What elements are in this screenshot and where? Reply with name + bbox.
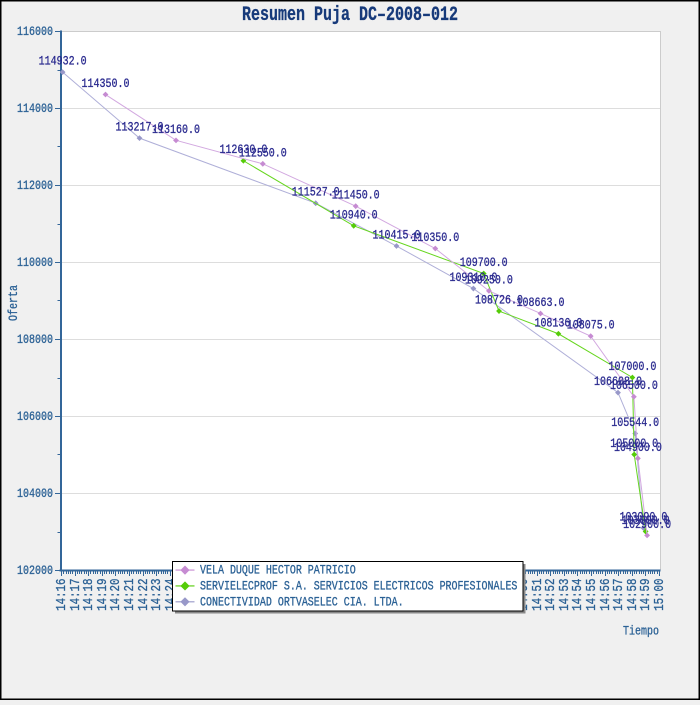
svg-text:114000: 114000 (17, 103, 53, 116)
svg-text:14:52: 14:52 (543, 579, 558, 611)
svg-text:108075.0: 108075.0 (567, 320, 615, 333)
svg-text:14:51: 14:51 (530, 579, 545, 611)
svg-text:109310.0: 109310.0 (449, 272, 497, 285)
svg-text:106608.0: 106608.0 (594, 376, 642, 389)
svg-text:110415.0: 110415.0 (373, 230, 421, 243)
svg-text:14:19: 14:19 (95, 579, 110, 611)
svg-text:14:54: 14:54 (570, 579, 585, 611)
svg-text:113160.0: 113160.0 (152, 124, 200, 137)
svg-text:14:55: 14:55 (584, 579, 599, 611)
svg-text:14:57: 14:57 (611, 579, 626, 611)
svg-text:106000: 106000 (17, 411, 53, 424)
svg-text:108726.0: 108726.0 (475, 295, 523, 308)
svg-text:108663.0: 108663.0 (517, 297, 565, 310)
svg-text:103090.0: 103090.0 (619, 512, 667, 525)
svg-text:113217.0: 113217.0 (116, 122, 164, 135)
svg-text:112000: 112000 (17, 180, 53, 193)
svg-text:14:23: 14:23 (149, 579, 164, 611)
svg-text:14:18: 14:18 (81, 579, 96, 611)
svg-text:SERVIELECPROF S.A. SERVICIOS E: SERVIELECPROF S.A. SERVICIOS ELECTRICOS … (200, 581, 518, 594)
svg-text:104900.0: 104900.0 (614, 442, 662, 455)
svg-text:112630.0: 112630.0 (219, 144, 267, 157)
svg-text:VELA DUQUE HECTOR PATRICIO: VELA DUQUE HECTOR PATRICIO (200, 565, 356, 578)
svg-text:14:21: 14:21 (122, 579, 137, 611)
svg-text:Tiempo: Tiempo (623, 626, 659, 639)
svg-text:116000: 116000 (17, 26, 53, 39)
svg-text:102000: 102000 (17, 565, 53, 578)
svg-text:14:58: 14:58 (625, 579, 640, 611)
svg-text:108000: 108000 (17, 334, 53, 347)
svg-text:108136.0: 108136.0 (534, 317, 582, 330)
svg-text:110350.0: 110350.0 (411, 232, 459, 245)
svg-text:105000.0: 105000.0 (610, 438, 658, 451)
svg-text:14:20: 14:20 (108, 579, 123, 611)
svg-text:Resumen Puja DC–2008–012: Resumen Puja DC–2008–012 (242, 4, 458, 27)
svg-text:14:22: 14:22 (136, 579, 151, 611)
svg-text:109250.0: 109250.0 (465, 275, 513, 288)
svg-text:114350.0: 114350.0 (82, 78, 130, 91)
svg-text:CONECTIVIDAD ORTVASELEC CIA. L: CONECTIVIDAD ORTVASELEC CIA. LTDA. (200, 596, 404, 609)
svg-text:112550.0: 112550.0 (239, 147, 287, 160)
svg-text:14:53: 14:53 (557, 579, 572, 611)
svg-text:14:17: 14:17 (68, 579, 83, 611)
svg-text:Oferta: Oferta (8, 285, 21, 321)
svg-text:106500.0: 106500.0 (610, 380, 658, 393)
svg-text:15:00: 15:00 (652, 579, 667, 611)
svg-text:14:16: 14:16 (54, 579, 69, 611)
svg-text:102900.0: 102900.0 (623, 519, 671, 532)
svg-text:109700.0: 109700.0 (460, 257, 508, 270)
svg-text:104000: 104000 (17, 488, 53, 501)
svg-text:111527.0: 111527.0 (292, 187, 340, 200)
svg-text:14:59: 14:59 (638, 579, 653, 611)
svg-text:110940.0: 110940.0 (330, 209, 378, 222)
svg-text:105544.0: 105544.0 (611, 417, 659, 430)
svg-text:110000: 110000 (17, 257, 53, 270)
svg-text:114932.0: 114932.0 (39, 56, 87, 69)
svg-text:107000.0: 107000.0 (608, 361, 656, 374)
svg-text:103000.0: 103000.0 (622, 515, 670, 528)
svg-text:111450.0: 111450.0 (332, 190, 380, 203)
svg-text:14:56: 14:56 (598, 579, 613, 611)
